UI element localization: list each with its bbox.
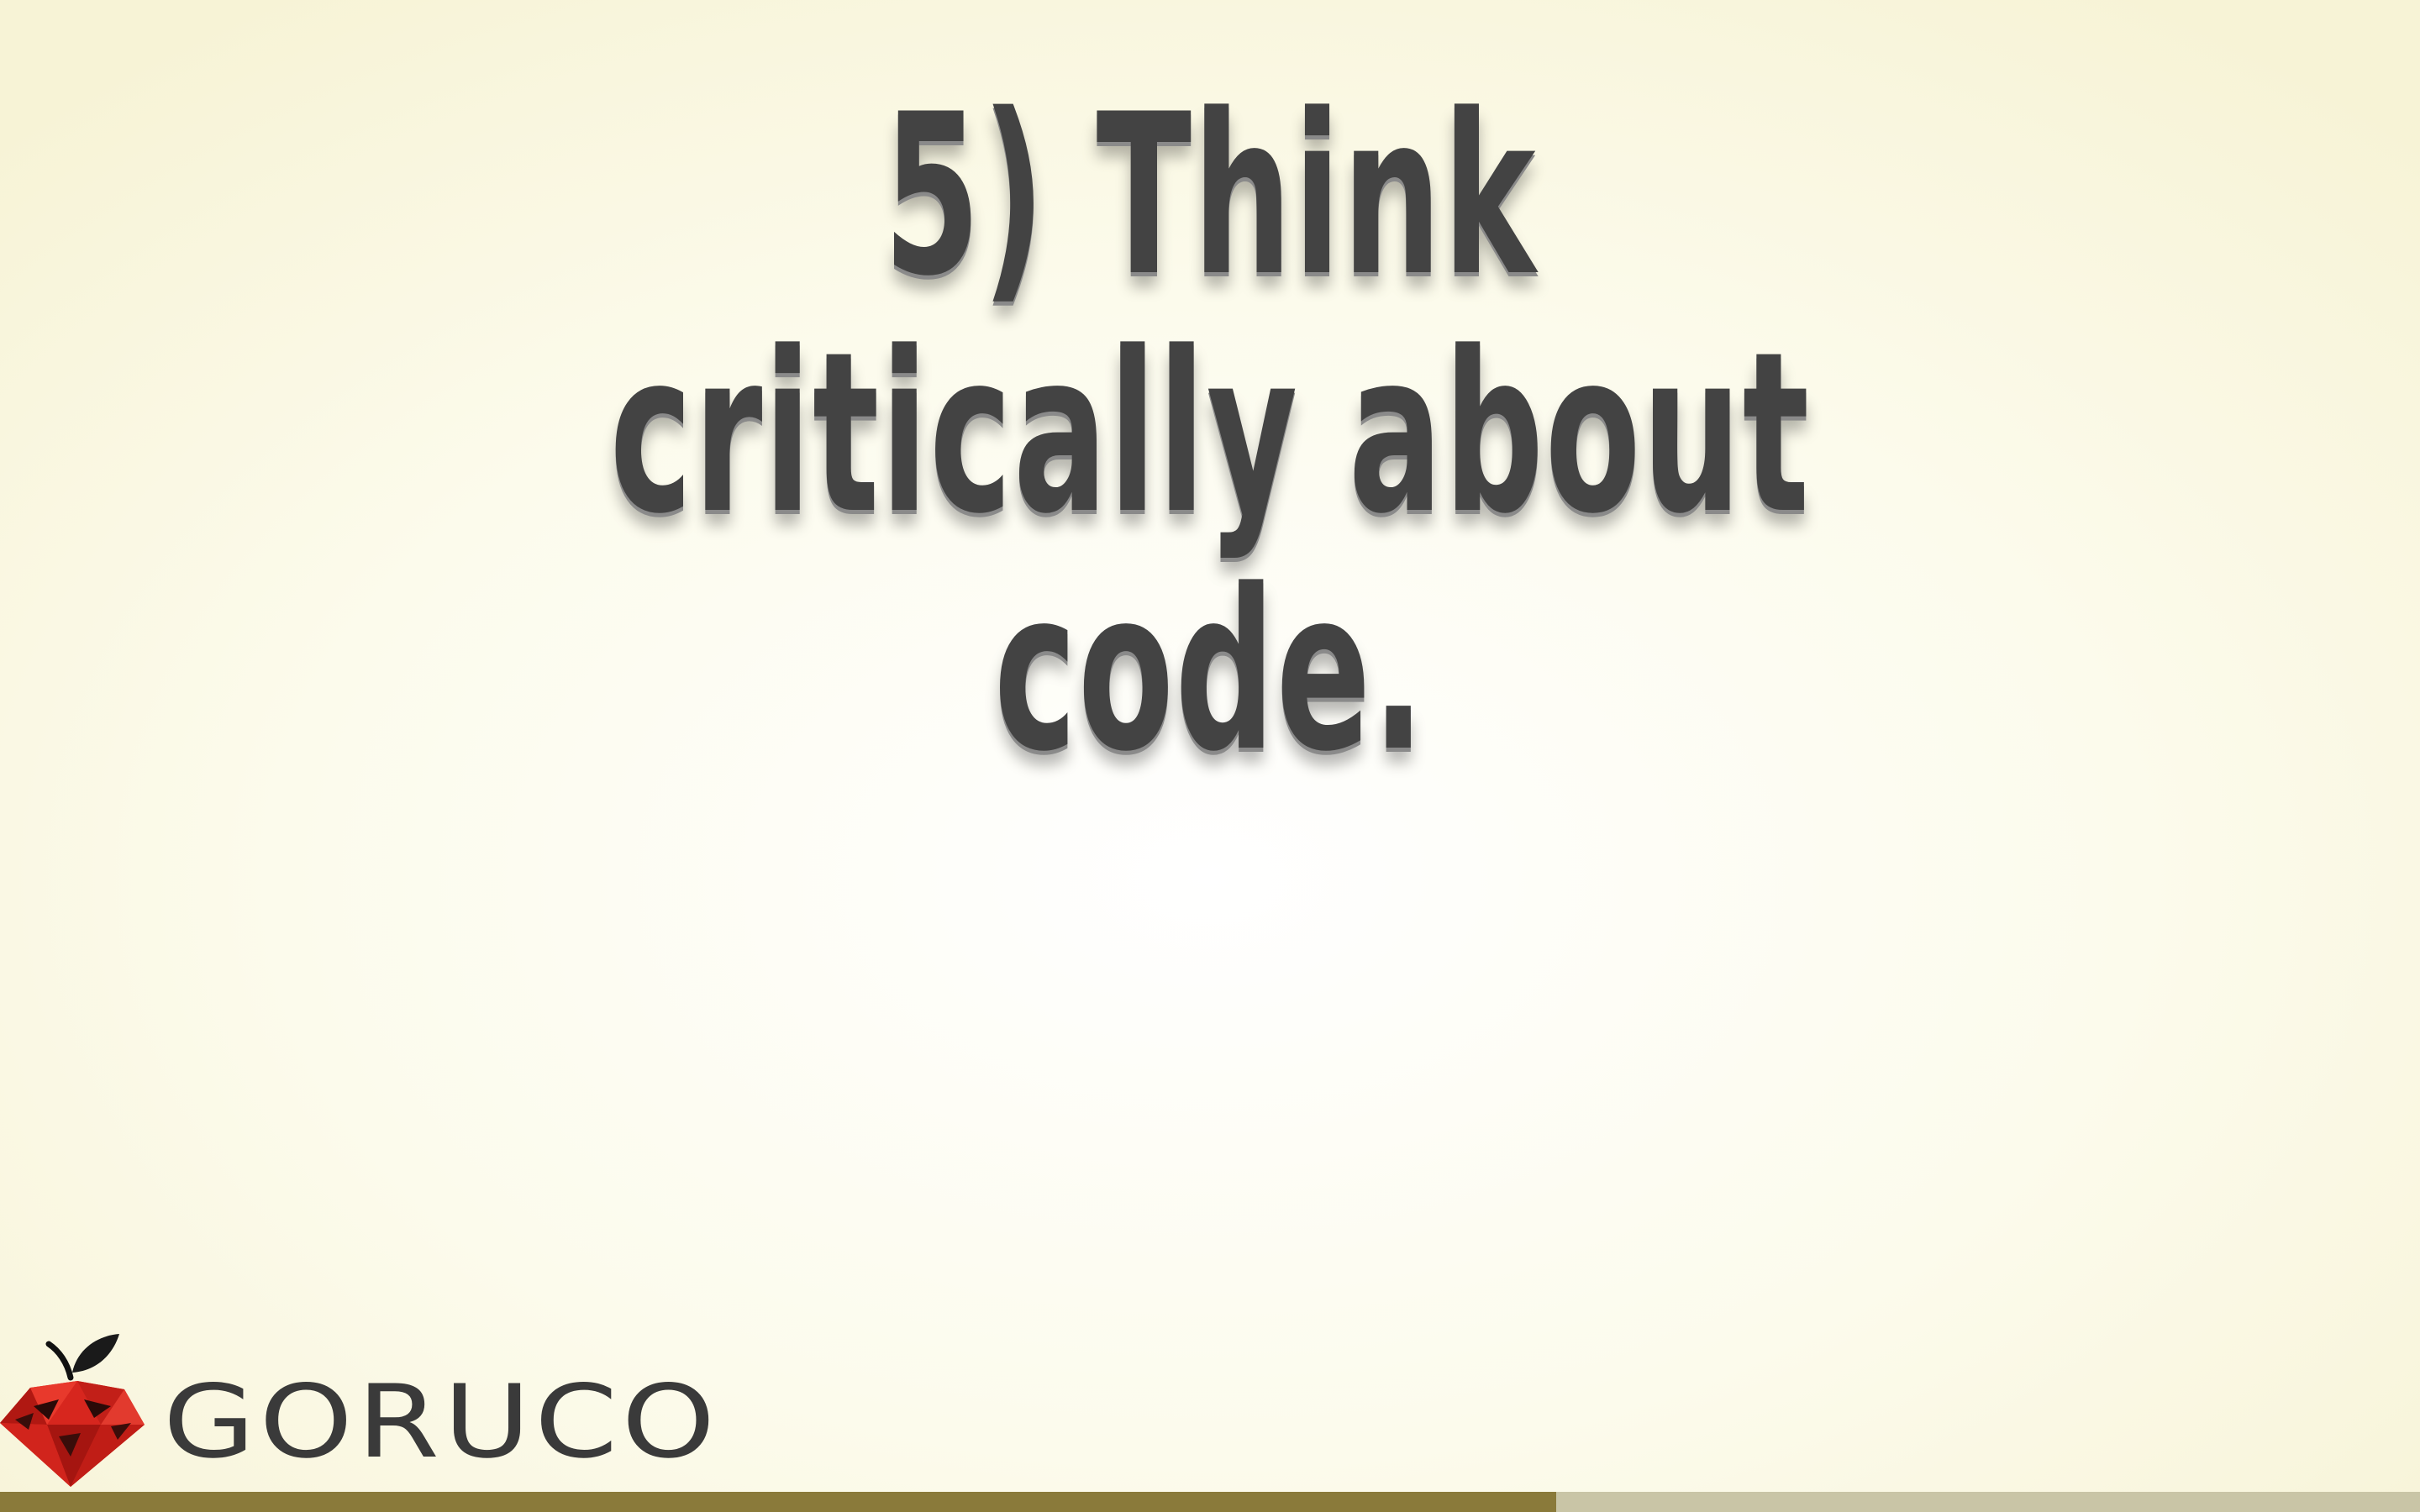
slide-progress-fill (0, 1492, 1556, 1512)
title-line-2: critically about (609, 305, 1811, 563)
title-line-3: code. (993, 543, 1427, 801)
apple-gem-icon (0, 1334, 145, 1487)
slide-title: 5) Think critically about code. (607, 77, 1813, 790)
logo-wordmark: GORUCO (163, 1364, 719, 1481)
goruco-logo: GORUCO (0, 1326, 715, 1494)
title-line-1: 5) Think (883, 67, 1537, 325)
slide-progress-bar (0, 1492, 2420, 1512)
